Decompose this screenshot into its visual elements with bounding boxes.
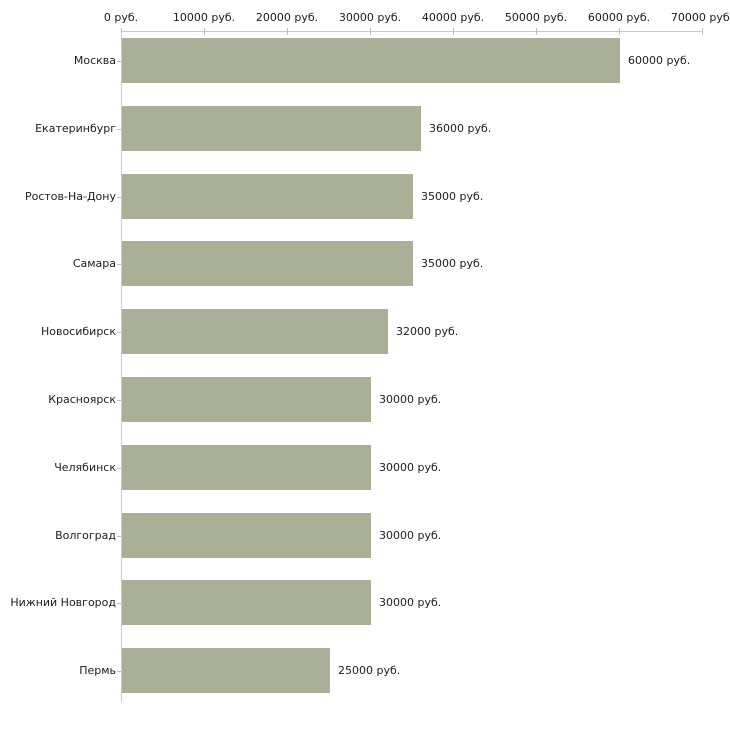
x-axis-tick-label: 70000 руб. (670, 11, 730, 24)
value-label: 30000 руб. (379, 393, 442, 406)
bar (122, 580, 371, 625)
category-label: Красноярск (48, 393, 116, 406)
category-label: Пермь (79, 664, 116, 677)
x-axis-tick (287, 28, 288, 35)
value-label: 35000 руб. (421, 190, 484, 203)
category-tick (117, 332, 121, 333)
x-axis-tick-label: 30000 руб. (338, 11, 402, 24)
x-axis-tick (619, 28, 620, 35)
bar (122, 445, 371, 490)
category-tick (117, 603, 121, 604)
x-axis-tick (204, 28, 205, 35)
value-label: 25000 руб. (338, 664, 401, 677)
x-axis-tick-label: 0 руб. (103, 11, 139, 24)
value-label: 30000 руб. (379, 596, 442, 609)
y-axis-line (121, 31, 122, 702)
x-axis-tick-label: 20000 руб. (255, 11, 319, 24)
category-label: Москва (73, 54, 116, 67)
value-label: 60000 руб. (628, 54, 691, 67)
bar (122, 309, 388, 354)
value-label: 32000 руб. (396, 325, 459, 338)
x-axis-tick (370, 28, 371, 35)
x-axis-tick (536, 28, 537, 35)
category-label: Новосибирск (40, 325, 116, 338)
x-axis-tick-label: 50000 руб. (504, 11, 568, 24)
category-label: Екатеринбург (35, 122, 116, 135)
x-axis-tick (453, 28, 454, 35)
value-label: 35000 руб. (421, 257, 484, 270)
value-label: 36000 руб. (429, 122, 492, 135)
category-tick (117, 129, 121, 130)
bar (122, 377, 371, 422)
category-tick (117, 61, 121, 62)
bar (122, 38, 620, 83)
category-label: Самара (72, 257, 116, 270)
category-label: Волгоград (55, 529, 116, 542)
value-label: 30000 руб. (379, 461, 442, 474)
x-axis-tick-label: 10000 руб. (172, 11, 236, 24)
bar (122, 174, 413, 219)
bar (122, 513, 371, 558)
category-tick (117, 197, 121, 198)
category-label: Ростов-На-Дону (24, 190, 116, 203)
bar (122, 241, 413, 286)
category-tick (117, 671, 121, 672)
category-tick (117, 400, 121, 401)
bar (122, 648, 330, 693)
x-axis-tick (702, 28, 703, 35)
bar (122, 106, 421, 151)
x-axis-line (121, 31, 702, 32)
category-tick (117, 264, 121, 265)
category-label: Челябинск (54, 461, 116, 474)
category-label: Нижний Новгород (10, 596, 116, 609)
category-tick (117, 536, 121, 537)
value-label: 30000 руб. (379, 529, 442, 542)
category-tick (117, 468, 121, 469)
x-axis-tick-label: 60000 руб. (587, 11, 651, 24)
x-axis-tick-label: 40000 руб. (421, 11, 485, 24)
